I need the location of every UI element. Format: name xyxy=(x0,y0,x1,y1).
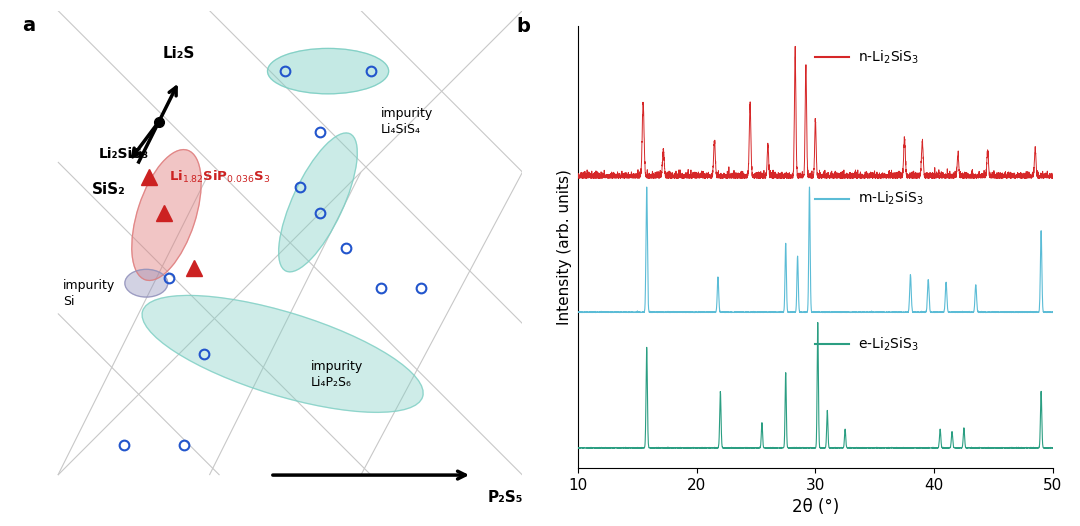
Ellipse shape xyxy=(132,149,201,280)
Text: a: a xyxy=(23,16,36,35)
Text: Li$_{1.82}$SiP$_{0.036}$S$_3$: Li$_{1.82}$SiP$_{0.036}$S$_3$ xyxy=(168,169,270,185)
Text: Li₂SiS₃: Li₂SiS₃ xyxy=(98,147,149,161)
Text: impurity
Li₄P₂S₆: impurity Li₄P₂S₆ xyxy=(310,360,363,389)
X-axis label: 2θ (°): 2θ (°) xyxy=(792,499,839,517)
Text: b: b xyxy=(516,17,530,36)
Text: SiS₂: SiS₂ xyxy=(92,182,125,197)
Text: Li₂S: Li₂S xyxy=(163,46,195,61)
Text: e-Li$_2$SiS$_3$: e-Li$_2$SiS$_3$ xyxy=(859,336,919,353)
Text: m-Li$_2$SiS$_3$: m-Li$_2$SiS$_3$ xyxy=(859,190,923,207)
Text: impurity
Li₄SiS₄: impurity Li₄SiS₄ xyxy=(381,107,433,136)
Ellipse shape xyxy=(279,133,357,272)
Y-axis label: Intensity (arb. units): Intensity (arb. units) xyxy=(557,169,572,325)
Ellipse shape xyxy=(268,48,389,94)
Text: n-Li$_2$SiS$_3$: n-Li$_2$SiS$_3$ xyxy=(859,48,919,66)
Text: P₂S₅: P₂S₅ xyxy=(487,490,523,505)
Ellipse shape xyxy=(125,269,167,297)
Ellipse shape xyxy=(143,296,423,412)
Text: impurity
Si: impurity Si xyxy=(63,279,116,308)
